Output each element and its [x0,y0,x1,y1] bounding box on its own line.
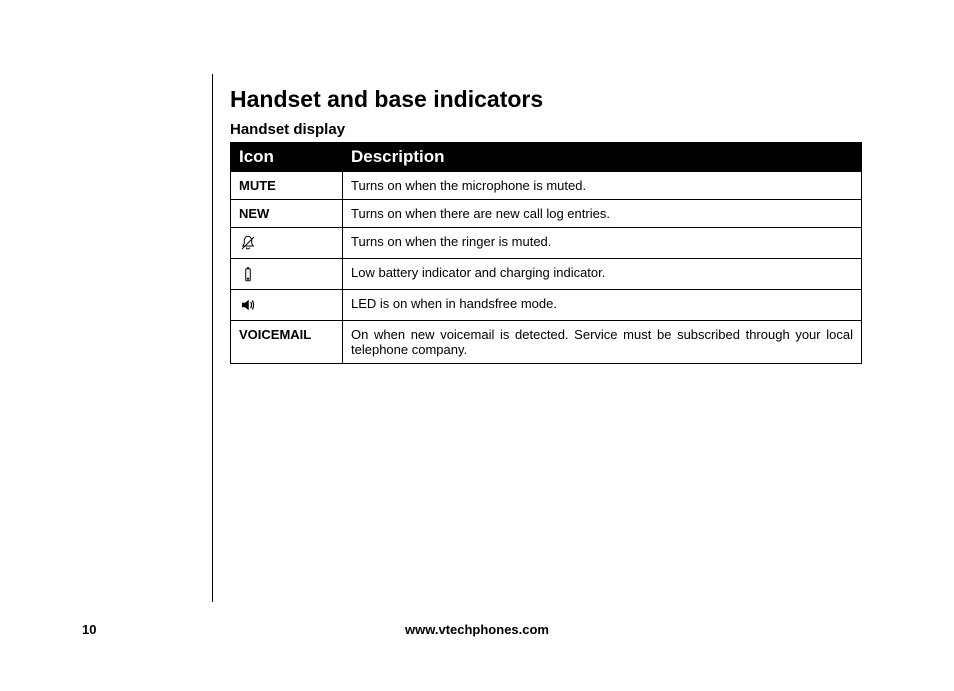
table-row: VOICEMAIL On when new voicemail is detec… [231,321,862,364]
section-subtitle: Handset display [230,121,862,138]
icon-cell-ringer-mute [231,228,343,259]
speaker-icon [239,296,257,314]
indicators-table: Icon Description MUTE Turns on when the … [230,142,862,364]
page-title: Handset and base indicators [230,86,862,113]
table-row: NEW Turns on when there are new call log… [231,200,862,228]
icon-cell-new: NEW [231,200,343,228]
desc-cell: LED is on when in handsfree mode. [343,290,862,321]
icon-cell-voicemail: VOICEMAIL [231,321,343,364]
table-row: Low battery indicator and charging indic… [231,259,862,290]
bell-mute-icon [239,234,257,252]
vertical-divider [212,74,213,602]
desc-cell: Turns on when the microphone is muted. [343,172,862,200]
desc-cell: Low battery indicator and charging indic… [343,259,862,290]
footer-url: www.vtechphones.com [0,622,954,637]
icon-cell-mute: MUTE [231,172,343,200]
icon-cell-battery [231,259,343,290]
table-row: MUTE Turns on when the microphone is mut… [231,172,862,200]
desc-cell: On when new voicemail is detected. Servi… [343,321,862,364]
manual-page: Handset and base indicators Handset disp… [0,0,954,691]
header-icon: Icon [231,143,343,172]
content-area: Handset and base indicators Handset disp… [230,86,862,364]
desc-cell: Turns on when there are new call log ent… [343,200,862,228]
header-description: Description [343,143,862,172]
table-row: LED is on when in handsfree mode. [231,290,862,321]
battery-low-icon [239,265,257,283]
desc-cell: Turns on when the ringer is muted. [343,228,862,259]
table-row: Turns on when the ringer is muted. [231,228,862,259]
icon-cell-speaker [231,290,343,321]
table-header-row: Icon Description [231,143,862,172]
